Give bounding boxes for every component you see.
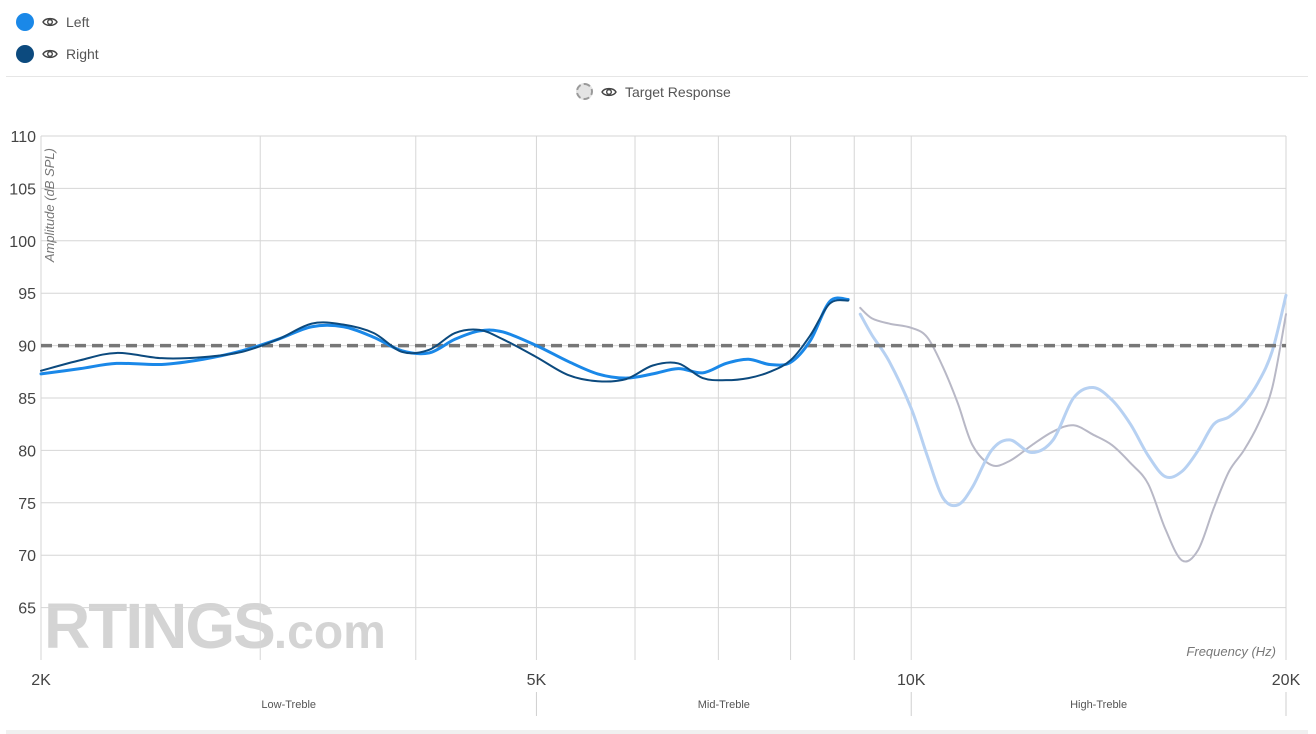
y-axis-title: Amplitude (dB SPL) xyxy=(42,148,57,263)
legend-label-left: Left xyxy=(66,14,90,30)
x-tick-label: 2K xyxy=(31,672,51,689)
eye-icon[interactable] xyxy=(42,14,58,30)
series-line-right xyxy=(40,299,850,383)
y-tick-label: 80 xyxy=(18,443,36,460)
y-tick-label: 90 xyxy=(18,339,36,356)
scroll-track xyxy=(6,730,1308,734)
band-label: Mid-Treble xyxy=(698,699,750,711)
x-tick-label: 10K xyxy=(897,672,926,689)
watermark-suffix: .com xyxy=(273,606,386,659)
legend-label-target-response: Target Response xyxy=(625,83,731,100)
band-label: Low-Treble xyxy=(261,699,316,711)
series-line-left xyxy=(39,296,850,380)
y-tick-label: 105 xyxy=(9,181,36,198)
legend-divider xyxy=(6,76,1308,77)
target-response-swatch[interactable] xyxy=(576,83,593,100)
left-series-swatch[interactable] xyxy=(16,13,34,31)
eye-icon[interactable] xyxy=(42,46,58,62)
y-tick-label: 110 xyxy=(10,129,36,146)
legend-label-right: Right xyxy=(66,46,99,62)
series-line-right-faded xyxy=(859,306,1287,563)
x-axis-title: Frequency (Hz) xyxy=(1186,644,1276,659)
x-tick-label: 5K xyxy=(527,672,547,689)
y-tick-label: 70 xyxy=(18,548,36,565)
x-tick-label: 20K xyxy=(1272,672,1301,689)
y-tick-label: 75 xyxy=(18,496,36,513)
band-label: High-Treble xyxy=(1070,699,1127,711)
legend-item-left[interactable]: Left xyxy=(16,12,89,32)
y-tick-label: 100 xyxy=(9,234,36,251)
legend-item-right[interactable]: Right xyxy=(16,44,99,64)
rtings-watermark-logo: RTINGS.com xyxy=(44,594,386,658)
right-series-swatch[interactable] xyxy=(16,45,34,63)
y-tick-label: 85 xyxy=(18,391,36,408)
y-tick-label: 95 xyxy=(18,286,36,303)
y-tick-label: 65 xyxy=(18,601,36,618)
eye-icon[interactable] xyxy=(601,84,617,100)
watermark-brand: RTINGS xyxy=(44,590,276,662)
series-line-left-faded xyxy=(858,293,1288,508)
legend-item-target-response[interactable]: Target Response xyxy=(576,83,731,100)
